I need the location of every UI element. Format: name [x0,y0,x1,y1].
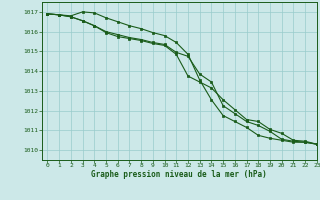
X-axis label: Graphe pression niveau de la mer (hPa): Graphe pression niveau de la mer (hPa) [91,170,267,179]
